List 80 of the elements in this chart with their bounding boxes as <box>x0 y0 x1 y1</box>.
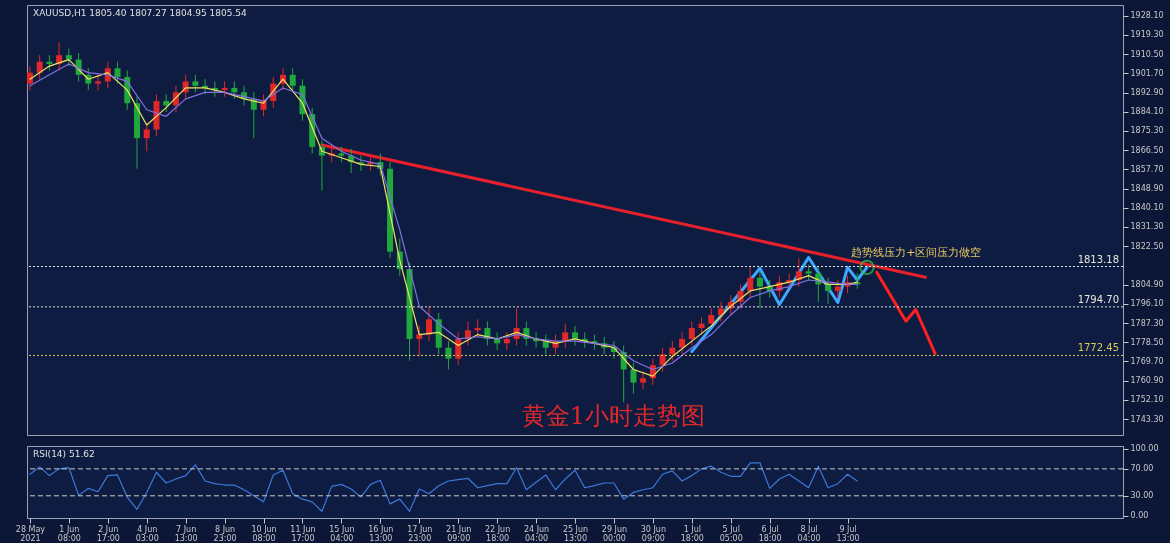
chart-subtitle: RSI(14) 51.62 <box>33 449 95 459</box>
candlestick <box>26 65 33 91</box>
x-tick-label: 8 Jul 04:00 <box>797 524 821 543</box>
text: 黄金1小时走势图 <box>521 402 705 430</box>
y-tick-label: 1875.30 <box>1130 126 1164 136</box>
candlestick <box>630 362 637 395</box>
x-tick-label: 16 Jun 13:00 <box>368 524 394 543</box>
y-tick-label: 1831.30 <box>1130 222 1164 232</box>
candlestick <box>542 334 549 355</box>
y-tick-label: 1910.50 <box>1130 49 1164 59</box>
candlestick <box>416 325 423 357</box>
x-tick-label: 1 Jun 08:00 <box>57 524 81 543</box>
x-tick-label: 21 Jun 09:00 <box>446 524 472 543</box>
x-tick-label: 28 May 2021 <box>15 524 46 543</box>
y-tick-label: 1892.90 <box>1130 88 1164 98</box>
y-tick-label: 1919.30 <box>1130 30 1164 40</box>
y-tick-label: 1804.90 <box>1130 280 1164 290</box>
candlestick <box>36 54 43 80</box>
y-tick-label: 0.00 <box>1130 511 1149 521</box>
y-tick-label: 1857.70 <box>1130 164 1164 174</box>
candlestick <box>65 48 72 67</box>
y-tick-label: 1866.50 <box>1130 145 1164 155</box>
x-tick-label: 30 Jun 09:00 <box>640 524 666 543</box>
ref-line-label: 1794.70 <box>1077 293 1119 305</box>
x-tick-label: 29 Jun 00:00 <box>601 524 628 543</box>
x-tick-label: 24 Jun 04:00 <box>523 524 550 543</box>
x-tick-label: 22 Jun 18:00 <box>485 524 511 543</box>
x-tick-label: 4 Jun 03:00 <box>135 524 159 543</box>
annotation: 趋势线压力+区间压力做空 <box>851 246 982 260</box>
ref-line-label: 1813.18 <box>1077 253 1119 265</box>
candlestick <box>562 323 569 349</box>
x-tick-label: 6 Jul 18:00 <box>758 524 782 543</box>
candlestick <box>825 277 832 305</box>
y-tick-label: 1884.10 <box>1130 107 1164 117</box>
x-tick-label: 2 Jun 17:00 <box>96 524 120 543</box>
x-tick-label: 11 Jun 17:00 <box>290 524 316 543</box>
y-tick-label: 1848.90 <box>1130 184 1164 194</box>
candlestick <box>426 305 432 342</box>
candlestick <box>640 371 647 390</box>
y-tick-label: 1760.90 <box>1130 376 1164 386</box>
y-tick-label: 100.00 <box>1130 444 1159 454</box>
x-tick-label: 9 Jul 13:00 <box>836 524 860 543</box>
candlestick <box>747 266 754 298</box>
x-tick-label: 5 Jul 05:00 <box>719 524 743 543</box>
y-tick-label: 1840.10 <box>1130 203 1164 213</box>
candlestick <box>95 74 102 91</box>
y-tick-label: 1778.50 <box>1130 337 1164 347</box>
candlestick <box>679 331 686 355</box>
candlestick <box>289 67 296 93</box>
y-tick-label: 1796.10 <box>1130 299 1164 309</box>
y-tick-label: 1822.50 <box>1130 241 1164 251</box>
candlestick <box>688 321 695 347</box>
candlestick <box>756 270 763 309</box>
y-tick-label: 1769.70 <box>1130 356 1164 366</box>
candlestick <box>445 340 452 371</box>
y-tick-label: 1752.10 <box>1130 395 1164 405</box>
chart-subtitle: XAUUSD,H1 1805.40 1807.27 1804.95 1805.54 <box>33 8 248 18</box>
x-tick-label: 15 Jun 04:00 <box>329 524 355 543</box>
candlestick <box>718 301 724 322</box>
ref-line-label: 1772.45 <box>1077 342 1119 354</box>
line-series <box>690 256 869 354</box>
candlestick <box>503 331 510 351</box>
line-series <box>29 462 858 512</box>
candlestick <box>669 340 676 362</box>
candlestick <box>572 325 578 347</box>
y-tick-label: 70.00 <box>1130 464 1154 474</box>
x-tick-label: 17 Jun 23:00 <box>407 524 433 543</box>
x-tick-label: 7 Jun 13:00 <box>174 524 198 543</box>
x-tick-label: 1 Jul 18:00 <box>680 524 704 543</box>
x-tick-label: 10 Jun 08:00 <box>251 524 277 543</box>
y-tick-label: 1901.70 <box>1130 68 1164 78</box>
x-tick-label: 25 Jun 13:00 <box>562 524 589 543</box>
y-tick-label: 1743.30 <box>1130 414 1164 424</box>
line-series <box>875 270 937 356</box>
y-tick-label: 30.00 <box>1130 491 1154 501</box>
x-tick-label: 8 Jun 23:00 <box>213 524 237 543</box>
y-tick-label: 1787.30 <box>1130 318 1164 328</box>
y-tick-label: 1928.10 <box>1130 11 1164 21</box>
candlestick <box>114 61 121 85</box>
candlestick <box>455 331 462 366</box>
